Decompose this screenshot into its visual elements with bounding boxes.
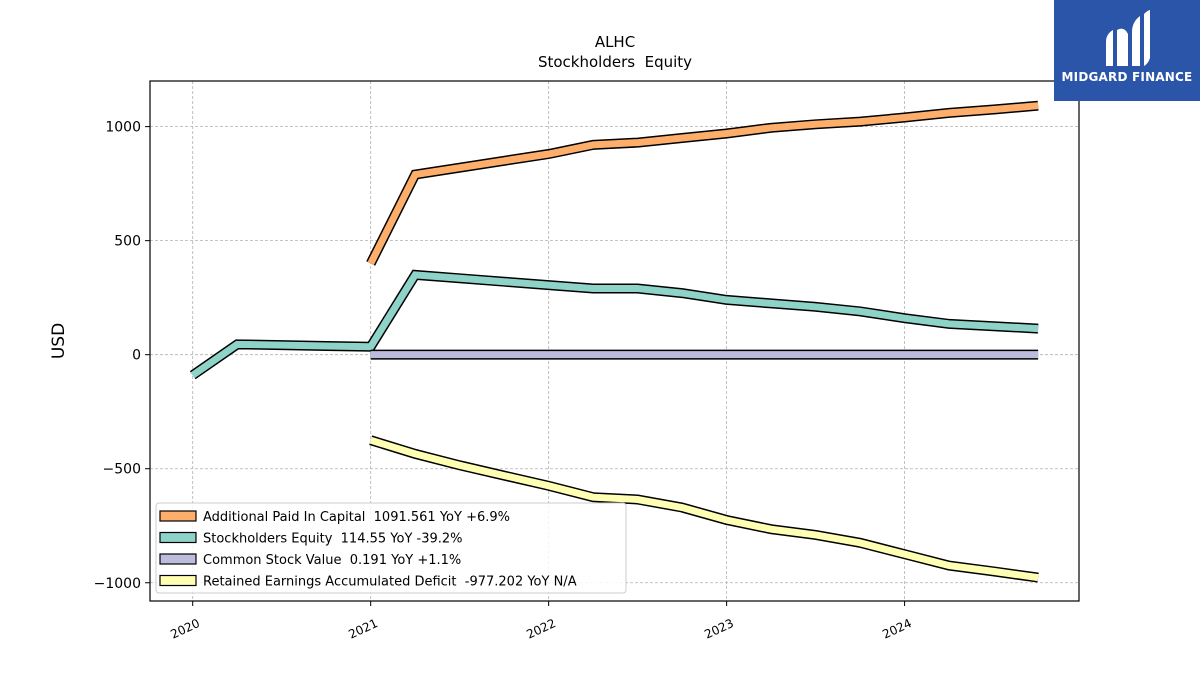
legend-box xyxy=(155,502,627,594)
y-axis-label: USD xyxy=(49,323,69,359)
legend-label: Additional Paid In Capital 1091.561 YoY … xyxy=(203,510,510,525)
series-line-outline xyxy=(366,100,1039,266)
brand-name: MIDGARD FINANCE xyxy=(1061,70,1193,84)
x-tick-label: 2024 xyxy=(880,616,914,642)
series-line xyxy=(367,102,1039,266)
x-tick-label: 2022 xyxy=(524,616,558,642)
chart-title: ALHC xyxy=(595,33,635,51)
x-tick-label: 2020 xyxy=(168,616,202,642)
legend: Additional Paid In Capital 1091.561 YoY … xyxy=(155,502,627,594)
series-line xyxy=(190,271,1039,379)
y-tick-label: 1000 xyxy=(105,120,141,136)
chart-subtitle: Stockholders Equity xyxy=(538,53,692,71)
series-line xyxy=(369,436,1039,582)
legend-label: Stockholders Equity 114.55 YoY -39.2% xyxy=(203,532,463,547)
legend-swatch xyxy=(159,510,197,522)
brand-logo: MIDGARD FINANCE xyxy=(1054,0,1200,101)
legend-label: Retained Earnings Accumulated Deficit -9… xyxy=(203,575,577,590)
plot-frame xyxy=(149,80,1080,602)
legend-swatch xyxy=(159,553,197,565)
x-tick-label: 2021 xyxy=(346,616,380,642)
y-tick-label: 500 xyxy=(114,234,141,250)
series-lines xyxy=(189,100,1039,583)
brand-mark-icon xyxy=(1106,10,1150,67)
legend-swatch xyxy=(159,531,197,544)
x-tick-label: 2023 xyxy=(702,616,736,642)
y-tick-label: −1000 xyxy=(94,576,141,592)
legend-label: Common Stock Value 0.191 YoY +1.1% xyxy=(203,553,461,568)
y-tick-label: 0 xyxy=(132,348,141,364)
y-tick-label: −500 xyxy=(103,462,141,478)
legend-swatch xyxy=(159,574,197,587)
